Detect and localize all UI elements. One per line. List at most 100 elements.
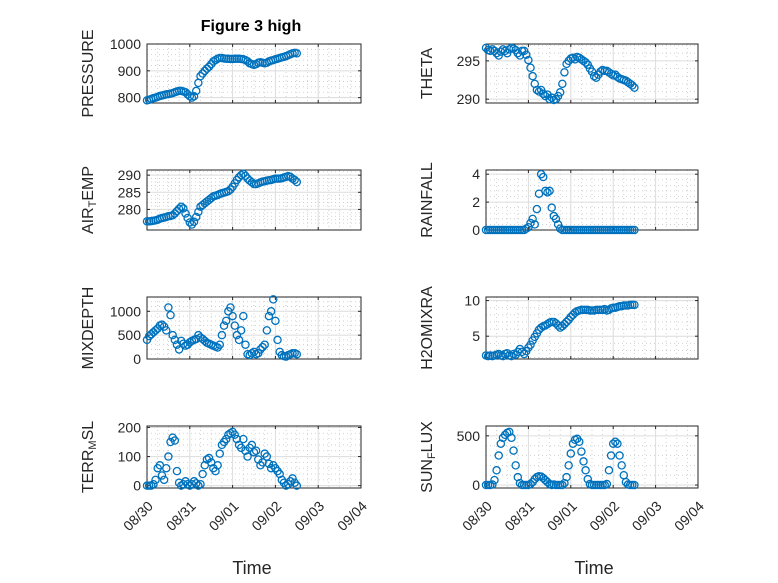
terr_msl-series — [142, 427, 302, 490]
mixdepth-point — [236, 326, 246, 335]
sun_flux-ytick-label: 0 — [472, 477, 480, 493]
terr_msl-point — [147, 481, 156, 490]
mixdepth-point — [273, 335, 282, 345]
theta-grid — [486, 44, 698, 103]
terr_msl-point — [157, 471, 167, 480]
mixdepth-point — [174, 345, 184, 354]
terr_msl-point — [194, 481, 203, 490]
terr_msl-point — [288, 474, 297, 483]
sun_flux-point — [490, 475, 499, 485]
mixdepth-point — [226, 303, 235, 312]
mixdepth-point — [228, 311, 237, 321]
sun_flux-point — [613, 439, 622, 448]
terr_msl-point — [264, 459, 274, 469]
sun_flux-point — [583, 474, 593, 484]
h2omixra-point — [502, 349, 512, 358]
rainfall-ytick-label: 2 — [472, 194, 480, 210]
sun_flux-point — [606, 451, 616, 460]
terr_msl-xtick-label: 09/04 — [334, 498, 370, 534]
air_temp-point — [194, 207, 203, 217]
air_temp-point — [174, 204, 184, 213]
terr_msl-point — [151, 475, 160, 485]
axes-sun-flux: 0 500 08/30 08/31 09/01 09/02 09/03 09/04 SUNFLU… — [419, 421, 707, 534]
terr_msl-point — [251, 446, 261, 455]
h2omixra-point — [560, 319, 569, 329]
mixdepth-point — [241, 340, 250, 349]
air_temp-point — [236, 170, 246, 180]
terr_msl-point — [243, 452, 252, 461]
air_temp-point — [239, 169, 248, 179]
terr_msl-xtick-label: 09/01 — [206, 498, 242, 534]
sun_flux-ytick-label: 500 — [457, 428, 481, 444]
terr_msl-point — [221, 434, 231, 444]
h2omixra-point — [507, 351, 516, 361]
sun_flux-point — [577, 447, 586, 456]
sun_flux-point — [488, 480, 497, 489]
sun_flux-xtick-label: 09/03 — [629, 498, 665, 534]
pressure-ytick-label: 1000 — [110, 36, 141, 52]
terr_msl-point — [247, 440, 257, 450]
h2omixra-ylabel: H2OMIXRA — [419, 286, 436, 370]
sun_flux-point — [608, 439, 618, 448]
terr_msl-point — [239, 434, 248, 444]
h2omixra-ytick-label: 5 — [472, 328, 480, 344]
pressure-point — [243, 57, 252, 66]
rainfall-point — [530, 220, 540, 229]
sun_flux-xtick-label: 08/31 — [501, 498, 537, 534]
terr_msl-xtick-label: 09/02 — [248, 498, 284, 534]
sun_flux-point — [566, 449, 576, 458]
pressure-ytick-label: 900 — [118, 63, 142, 79]
theta-point — [555, 88, 565, 97]
sun_flux-point — [617, 461, 626, 470]
pressure-ytick-label: 800 — [118, 90, 142, 106]
terr_msl-ytick-label: 0 — [133, 478, 141, 494]
sun_flux-point — [602, 479, 612, 489]
theta-point — [628, 81, 637, 90]
terr_msl-ylabel: TERRMSL — [80, 421, 99, 493]
theta-point — [630, 83, 639, 92]
theta-point — [568, 53, 578, 63]
air_temp-point — [170, 209, 180, 218]
axes-pressure: 800 900 1000 PRESSURE — [80, 29, 362, 118]
air_temp-ytick-label: 290 — [118, 167, 142, 183]
air_temp-point — [176, 202, 186, 211]
pressure-point — [204, 62, 214, 72]
mixdepth-axes-box — [146, 296, 362, 360]
h2omixra-grid — [486, 297, 698, 359]
theta-ylabel: THETA — [419, 48, 436, 100]
h2omixra-point — [600, 304, 609, 314]
rainfall-point — [630, 225, 639, 235]
sun_flux-point — [604, 466, 614, 475]
terr_msl-point — [292, 481, 302, 490]
mixdepth-point — [166, 310, 175, 320]
h2omixra-point — [498, 351, 508, 361]
h2omixra-point — [536, 323, 546, 332]
air_temp-series — [142, 169, 302, 229]
axes-mixdepth: 0 500 1000 MIXDEPTH — [80, 287, 362, 369]
mixdepth-point — [269, 295, 278, 304]
mixdepth-point — [262, 326, 272, 335]
theta-point — [560, 68, 569, 77]
rainfall-point — [545, 186, 554, 196]
terr_msl-point — [275, 469, 284, 479]
pressure-point — [292, 49, 302, 58]
terr_msl-ytick-label: 100 — [118, 449, 142, 465]
sun_flux-grid — [486, 426, 698, 488]
terr_msl-xtick-label: 08/31 — [163, 498, 199, 534]
sun_flux-point — [562, 472, 571, 482]
terr_msl-point — [249, 447, 259, 457]
x-axis-label-left: Time — [232, 558, 271, 578]
mixdepth-point — [264, 311, 274, 321]
rainfall-point — [519, 225, 529, 235]
axes-rainfall: 0 2 4 RAINFALL — [419, 162, 699, 238]
mixdepth-point — [281, 352, 291, 361]
mixdepth-point — [266, 307, 276, 316]
mixdepth-ytick-label: 0 — [133, 351, 141, 367]
air_temp-ytick-label: 280 — [118, 201, 142, 217]
sun_flux-xtick-label: 08/30 — [459, 498, 495, 534]
air_temp-point — [189, 217, 199, 227]
theta-ytick-label: 295 — [457, 53, 481, 69]
h2omixra-axes-box — [485, 296, 699, 360]
terr_msl-point — [166, 437, 175, 447]
